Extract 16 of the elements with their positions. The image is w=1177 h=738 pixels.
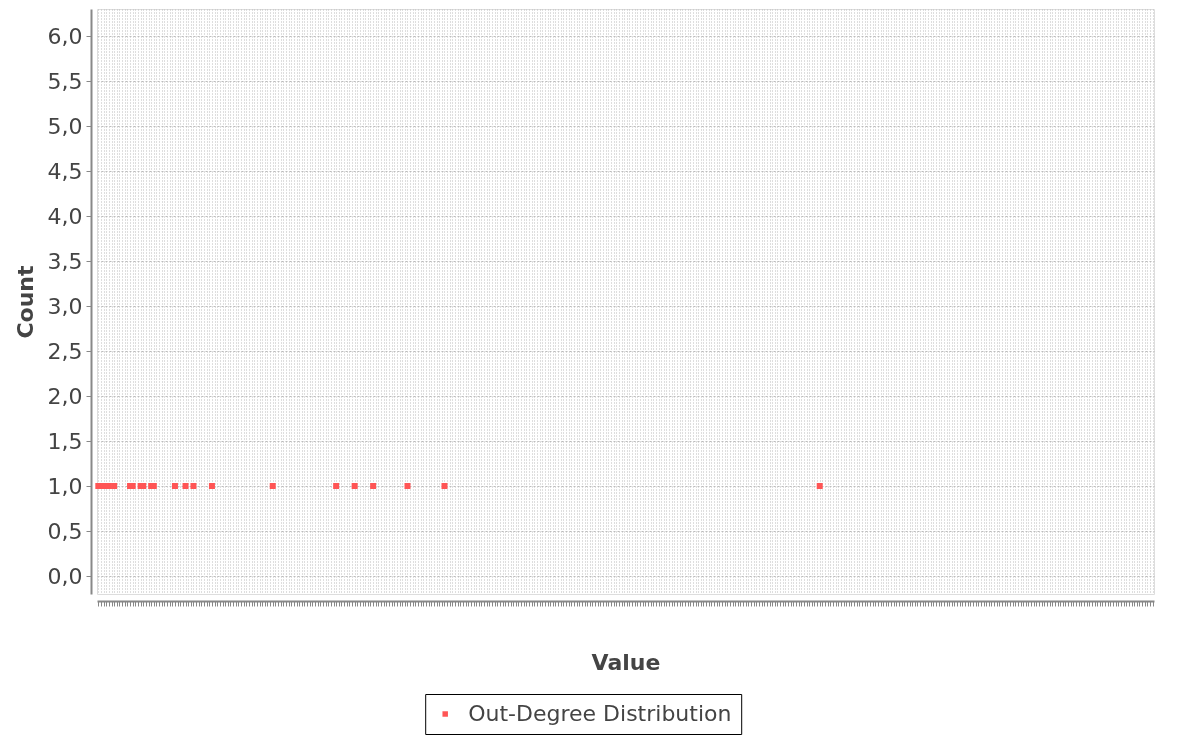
y-tick-label: 4,0 (47, 203, 83, 229)
y-axis-title: Count (12, 264, 38, 339)
y-tick-label: 4,5 (47, 158, 83, 184)
legend-label: Out-Degree Distribution (468, 701, 732, 726)
y-tick-label: 0,5 (47, 518, 83, 544)
y-tick-label: 5,0 (47, 113, 83, 139)
y-tick-label: 2,0 (47, 383, 83, 409)
x-axis-title: Value (591, 650, 661, 675)
y-tick-label: 3,5 (47, 248, 83, 274)
y-tick-label: 0,0 (47, 563, 83, 589)
y-tick-label: 1,5 (47, 428, 83, 454)
y-tick-label: 6,0 (47, 23, 83, 49)
y-tick-label: 2,5 (47, 338, 83, 364)
y-tick-label: 3,0 (47, 293, 83, 319)
y-tick-label: 5,5 (47, 68, 83, 94)
y-tick-label: 1,0 (47, 473, 83, 499)
